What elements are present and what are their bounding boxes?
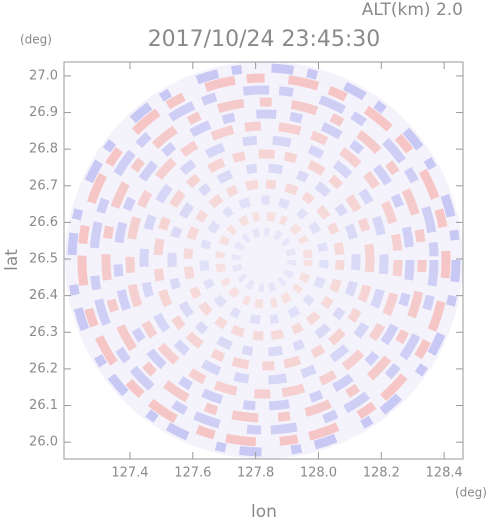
y-tick-label: 26.1 — [29, 398, 58, 413]
chart-title: 2017/10/24 23:45:30 — [148, 27, 381, 52]
x-tick-label: 127.6 — [174, 466, 211, 481]
y-tick-label: 26.0 — [29, 435, 58, 450]
y-tick-label: 27.0 — [29, 68, 58, 83]
plot-frame — [63, 61, 464, 460]
x-tick-label: 128.2 — [363, 466, 400, 481]
y-tick-label: 26.3 — [29, 325, 58, 340]
radar-field — [65, 61, 463, 459]
x-tick-label: 128.0 — [300, 466, 337, 481]
x-tick-label: 127.4 — [111, 466, 148, 481]
x-tick-label: 127.8 — [237, 466, 274, 481]
y-axis-label: lat — [2, 249, 22, 271]
y-tick-label: 26.7 — [29, 178, 58, 193]
x-tick-label: 128.4 — [426, 466, 463, 481]
x-unit: (deg) — [455, 486, 487, 500]
y-tick-label: 26.2 — [29, 361, 58, 376]
x-axis-label: lon — [251, 502, 277, 521]
y-unit: (deg) — [20, 33, 52, 47]
annotation: ALT(km) 2.0 — [362, 0, 463, 20]
y-tick-label: 26.4 — [29, 288, 58, 303]
y-tick-label: 26.8 — [29, 142, 58, 157]
y-tick-label: 26.5 — [29, 252, 58, 267]
y-tick-label: 26.6 — [29, 215, 58, 230]
y-tick-label: 26.9 — [29, 105, 58, 120]
